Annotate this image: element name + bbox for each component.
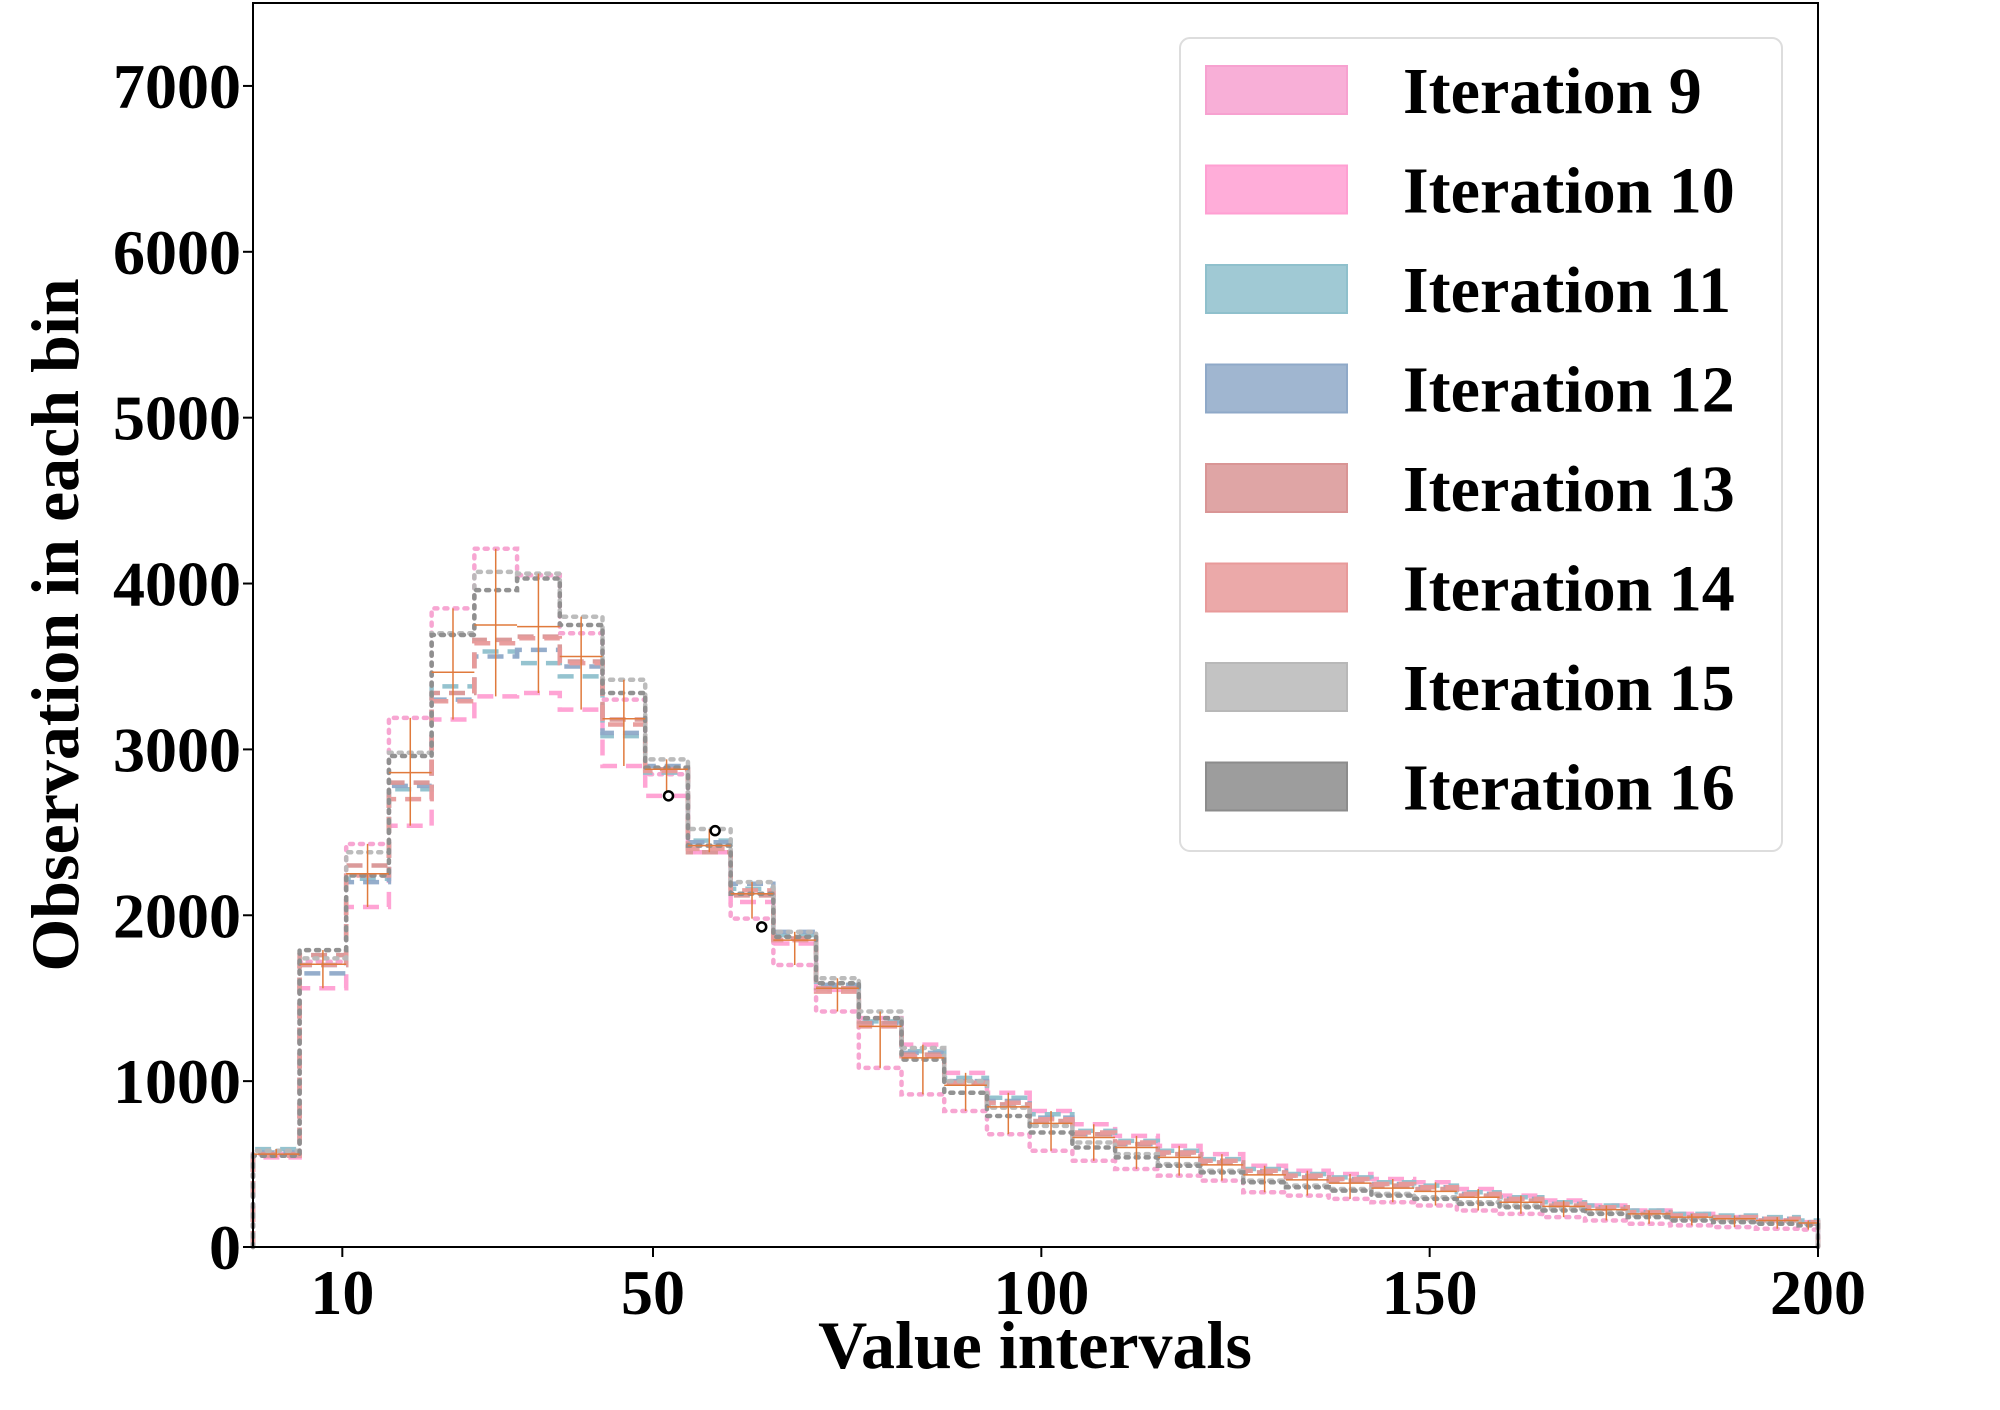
legend-swatch	[1205, 662, 1348, 712]
legend-swatch	[1205, 463, 1348, 513]
marker-point	[709, 824, 721, 837]
x-tick-label: 100	[993, 1257, 1089, 1328]
legend-swatch	[1205, 264, 1348, 314]
y-tick-label: 4000	[113, 549, 241, 620]
x-axis-ticks: 10 50 100 150 200	[310, 1247, 1866, 1328]
y-tick-label: 5000	[113, 383, 241, 454]
marker-layer	[662, 790, 768, 933]
legend-frame	[1179, 37, 1783, 852]
marker-point	[662, 790, 675, 802]
legend: Iteration 9 Iteration 10 Iteration 11 Itera…	[1179, 37, 1783, 852]
legend-swatch	[1205, 164, 1348, 215]
x-tick-label: 10	[310, 1257, 374, 1328]
x-tick-label: 150	[1382, 1257, 1478, 1328]
legend-items: Iteration 9 Iteration 10 Iteration 11 Itera…	[1205, 55, 1735, 825]
legend-label: Iteration 14	[1403, 553, 1735, 626]
plot-frame	[252, 2, 1819, 1248]
y-tick-label: 1000	[113, 1046, 241, 1117]
legend-swatch	[1205, 65, 1348, 115]
legend-label: Iteration 9	[1403, 55, 1702, 128]
x-tick-label: 50	[621, 1257, 685, 1328]
legend-swatch	[1205, 562, 1348, 613]
legend-label: Iteration 10	[1403, 155, 1735, 228]
series-step-1	[250, 546, 1821, 1250]
x-tick-label: 200	[1770, 1257, 1866, 1328]
y-tick-label: 0	[209, 1212, 241, 1283]
y-tick-label: 3000	[113, 714, 241, 785]
y-axis-ticks: 0 1000 2000 3000 4000 5000 6000 7000	[113, 51, 253, 1283]
series-step-2	[250, 690, 1821, 1247]
y-axis-label: Observation in each bin	[17, 278, 93, 971]
legend-label: Iteration 16	[1403, 752, 1735, 825]
y-tick-label: 6000	[113, 217, 241, 288]
legend-label: Iteration 12	[1403, 354, 1735, 427]
legend-swatch	[1205, 761, 1348, 812]
y-tick-label: 7000	[113, 51, 241, 122]
x-axis-label: Value intervals	[818, 1307, 1252, 1383]
mean-error-layer	[253, 548, 1818, 1230]
legend-label: Iteration 15	[1403, 652, 1735, 725]
y-tick-label: 2000	[113, 880, 241, 951]
legend-label: Iteration 13	[1403, 453, 1735, 526]
legend-swatch	[1205, 363, 1348, 414]
marker-point	[755, 921, 768, 933]
legend-label: Iteration 11	[1403, 254, 1731, 327]
